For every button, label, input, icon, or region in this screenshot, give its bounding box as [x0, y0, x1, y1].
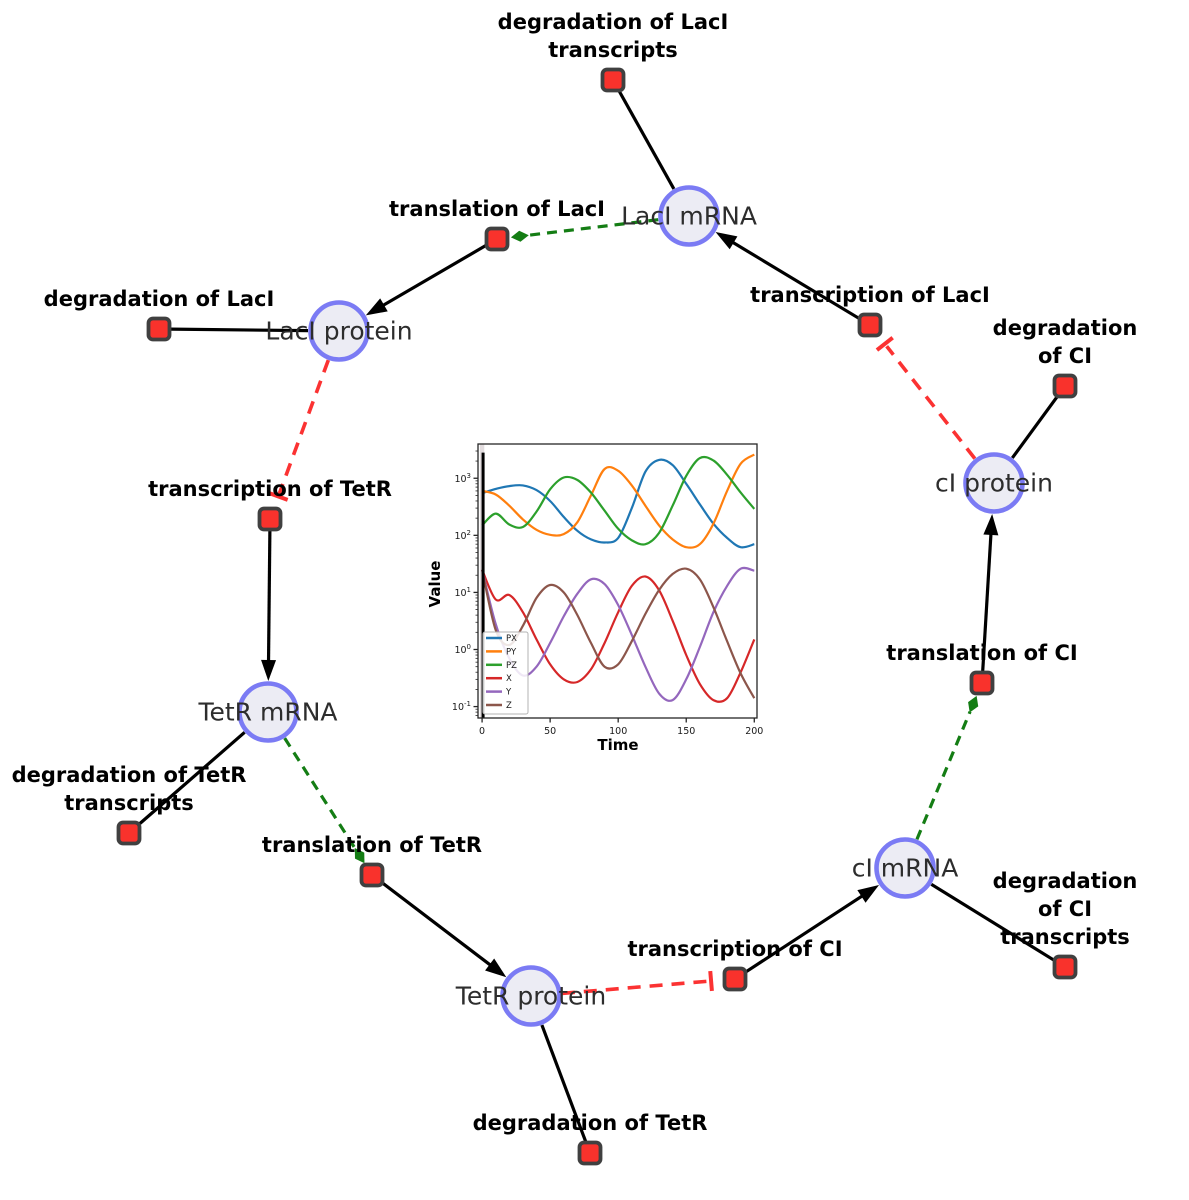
node-layer	[116, 67, 1078, 1166]
arrowhead	[857, 884, 880, 903]
edge-tetr-protein-to-transcription-ci-inhibition	[561, 970, 714, 996]
time-series-inset-chart: 103 102 101 100 10-1 0 50 100 150 200 PX PY PZ XYZ	[452, 443, 763, 737]
reaction-node-deg-laci-transcripts[interactable]	[600, 67, 626, 93]
edge-translation-laci-to-laci-protein-production	[365, 243, 488, 316]
species-node-ci-protein[interactable]	[963, 452, 1025, 514]
y-tick-label: 10-1	[452, 700, 471, 713]
legend-label-PX: PX	[506, 634, 517, 644]
edge-tetr-protein-to-deg-tetr-consumption	[540, 1024, 588, 1143]
edge-transcription-tetr-to-tetr-mrna-production	[261, 530, 277, 682]
edge-laci-protein-to-deg-laci-consumption	[170, 327, 309, 333]
series-PY	[481, 453, 755, 549]
axes-box	[477, 443, 758, 719]
arrowhead	[485, 958, 507, 978]
chart-yaxis-label: Value	[426, 560, 444, 608]
reaction-node-transcription-laci[interactable]	[857, 312, 883, 338]
edge-ci-protein-to-transcription-laci-inhibition	[875, 336, 977, 460]
y-tick-label: 103	[454, 472, 471, 485]
reaction-node-transcription-ci[interactable]	[722, 966, 748, 992]
x-tick-label: 200	[745, 726, 763, 737]
edge-tetr-mrna-to-translation-tetr-modifier	[283, 737, 365, 864]
species-node-ci-mrna[interactable]	[874, 837, 936, 899]
x-tick-label: 150	[677, 726, 695, 737]
edge-ci-protein-to-deg-ci-consumption	[1011, 394, 1060, 459]
edge-transcription-ci-to-ci-mrna-production	[744, 884, 880, 974]
edge-ci-mrna-to-deg-ci-transcripts-consumption	[930, 882, 1056, 963]
reaction-node-deg-tetr-transcripts[interactable]	[116, 820, 142, 846]
species-node-tetr-protein[interactable]	[500, 965, 562, 1027]
arrowhead	[261, 659, 277, 682]
chart-legend: PX PY PZ XYZ	[482, 631, 529, 715]
edge-ci-mrna-to-translation-ci-modifier	[915, 695, 979, 840]
x-tick-label: 0	[479, 726, 485, 737]
edge-translation-tetr-to-tetr-protein-production	[380, 880, 507, 978]
edge-tetr-mrna-to-deg-tetr-transcripts-consumption	[137, 731, 246, 827]
inhibition-tee	[875, 336, 894, 352]
inhibition-tee	[708, 970, 714, 992]
legend-label-X: X	[506, 674, 512, 684]
species-node-laci-mrna[interactable]	[658, 185, 720, 247]
x-tick-label: 50	[544, 726, 556, 737]
arrowhead	[365, 298, 388, 316]
x-tick-label: 100	[609, 726, 627, 737]
reaction-node-deg-ci[interactable]	[1052, 373, 1078, 399]
series-PZ	[481, 455, 756, 546]
reaction-node-translation-tetr[interactable]	[359, 862, 385, 888]
species-node-laci-protein[interactable]	[308, 300, 370, 362]
legend-label-Z: Z	[506, 701, 512, 711]
diamond-arrowhead	[968, 695, 979, 713]
edge-transcription-laci-to-laci-mrna-production	[715, 231, 861, 321]
reaction-node-deg-ci-transcripts[interactable]	[1052, 954, 1078, 980]
legend-label-Y: Y	[505, 688, 512, 698]
edge-laci-mrna-to-translation-laci-modifier	[510, 218, 659, 242]
diamond-arrowhead	[510, 230, 529, 242]
series-Z	[481, 567, 756, 699]
y-tick-label: 102	[454, 529, 471, 542]
arrowhead	[715, 231, 738, 250]
edge-laci-protein-to-transcription-tetr-inhibition	[268, 359, 331, 502]
reaction-node-translation-laci[interactable]	[484, 226, 510, 252]
arrowhead	[983, 513, 999, 536]
chart-xaxis-label: Time	[597, 736, 639, 754]
species-node-tetr-mrna[interactable]	[237, 681, 299, 743]
edge-laci-mrna-to-deg-laci-transcripts-consumption	[617, 89, 676, 190]
edge-layer	[137, 89, 1060, 1143]
series-PX	[481, 458, 755, 549]
y-tick-label: 101	[454, 586, 471, 599]
reaction-node-deg-tetr[interactable]	[577, 1140, 603, 1166]
legend-label-PZ: PZ	[506, 661, 517, 671]
diamond-arrowhead	[354, 848, 365, 864]
edge-translation-ci-to-ci-protein-production	[981, 513, 999, 672]
reaction-node-translation-ci[interactable]	[969, 670, 995, 696]
reaction-node-transcription-tetr[interactable]	[257, 506, 283, 532]
reaction-node-deg-laci[interactable]	[146, 316, 172, 342]
inhibition-tee	[268, 491, 289, 502]
y-tick-label: 100	[454, 643, 471, 656]
legend-label-PY: PY	[506, 647, 517, 657]
